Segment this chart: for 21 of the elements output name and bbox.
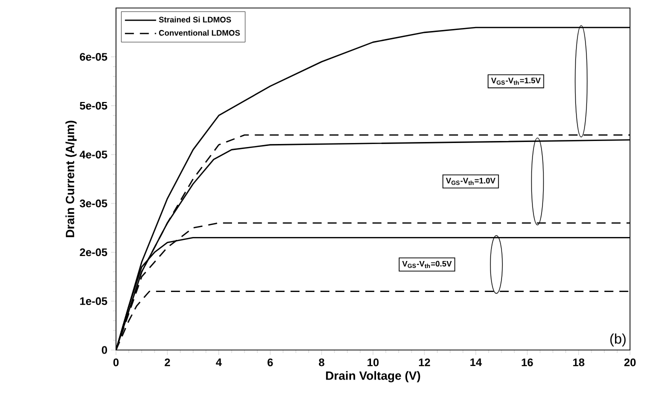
annotation: (b) [610, 333, 626, 346]
x-tick-label: 4 [216, 358, 222, 366]
y-tick-label: 3e-05 [80, 200, 108, 208]
x-tick-label: 10 [368, 358, 379, 366]
x-tick-label: 6 [268, 358, 273, 366]
x-tick-label: 18 [573, 358, 584, 366]
x-tick-label: 14 [470, 358, 482, 366]
x-tick-label: 2 [164, 358, 170, 366]
y-tick-label: 5e-05 [80, 102, 108, 110]
x-tick-label: 20 [624, 358, 636, 366]
y-tick-label: 1e-05 [80, 297, 108, 306]
y-tick-label: 4e-05 [80, 150, 108, 158]
x-tick-label: 8 [318, 358, 324, 366]
x-tick-label: 0 [113, 358, 119, 366]
y-tick-label: 6e-05 [80, 52, 108, 61]
y-tick-label: 0 [102, 346, 108, 354]
x-axis-title: Drain Voltage (V) [326, 371, 420, 382]
y-axis-title: Drain Current (A/µm) [65, 120, 77, 238]
y-tick-label: 2e-05 [80, 248, 108, 256]
x-tick-label: 16 [522, 358, 533, 366]
x-tick-label: 12 [418, 358, 430, 366]
